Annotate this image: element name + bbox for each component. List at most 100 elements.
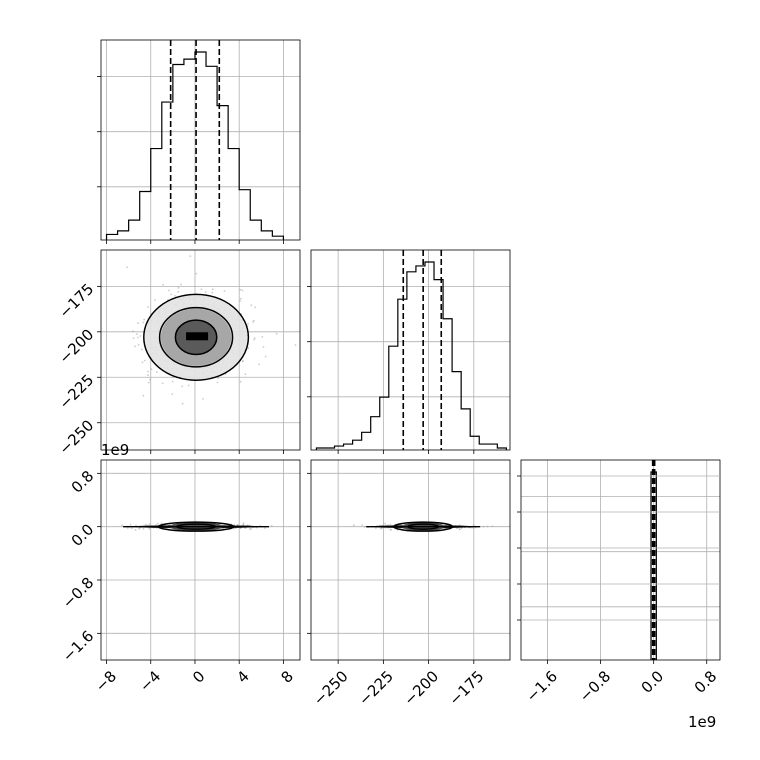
x-tick-label: −250 <box>310 667 352 709</box>
scatter-panel-32: −250 −225 −200 −175 <box>307 459 511 709</box>
scatter-point <box>250 304 253 307</box>
scatter-point <box>180 283 183 286</box>
scatter-point <box>472 527 475 529</box>
marginal-panel-1 <box>97 39 301 244</box>
y-tick-label: 0.0 <box>68 520 98 550</box>
scatter-point <box>141 361 144 364</box>
scatter-point <box>144 523 147 526</box>
x-tick-label: −4 <box>136 667 164 695</box>
scatter-point <box>232 527 235 530</box>
scatter-point <box>147 370 149 373</box>
scatter-point <box>211 291 214 294</box>
scatter-point <box>170 293 173 296</box>
scatter-point <box>262 346 265 348</box>
scatter-point <box>250 528 253 530</box>
scatter-point <box>129 523 132 526</box>
scatter-point <box>264 527 266 529</box>
x-scale-exponent: 1e9 <box>688 713 716 731</box>
y-tick-label: −225 <box>56 371 98 413</box>
scatter-point <box>491 525 494 528</box>
scatter-point <box>456 527 458 530</box>
scatter-point <box>137 322 139 325</box>
scatter-point <box>200 288 203 291</box>
scatter-point <box>147 306 149 308</box>
scatter-point <box>361 524 363 526</box>
marginal-panel-2 <box>307 249 511 454</box>
y-tick-label: −1.6 <box>59 627 97 665</box>
scatter-point <box>147 381 150 384</box>
scatter-point <box>187 384 190 387</box>
scatter-panel-31: 0.8 0.0 −0.8 −1.6−8 −4 0 4 8 <box>59 459 301 696</box>
contour-level <box>174 319 218 356</box>
histogram-steps <box>315 261 507 450</box>
y-tick-label: −175 <box>56 280 98 322</box>
scatter-point <box>204 291 207 293</box>
scatter-point <box>174 295 176 297</box>
scatter-point <box>458 528 461 530</box>
scatter-point <box>155 523 158 526</box>
scatter-point <box>126 527 129 529</box>
scatter-point <box>142 394 145 397</box>
scatter-point <box>177 290 180 293</box>
scatter-point <box>195 272 198 275</box>
axes-frame <box>100 459 301 661</box>
axes-frame <box>100 39 301 241</box>
marginal-panel-3: −1.6 −0.8 0.0 0.8 <box>517 459 721 706</box>
scatter-point <box>141 348 143 351</box>
scatter-point <box>242 522 245 524</box>
x-tick-label: 0.8 <box>691 667 721 697</box>
scatter-point <box>132 337 135 339</box>
axes-frame <box>520 459 721 661</box>
scatter-point <box>472 524 475 527</box>
scatter-point <box>486 525 489 528</box>
x-tick-label: −1.6 <box>523 667 561 705</box>
scatter-point <box>239 288 242 291</box>
scatter-point <box>143 359 146 362</box>
scatter-point <box>142 321 145 324</box>
scatter-point <box>270 525 273 527</box>
scatter-point <box>134 529 137 531</box>
x-tick-label: 8 <box>278 667 297 686</box>
scatter-point <box>121 524 123 527</box>
scatter-point <box>374 527 377 529</box>
contour-level <box>158 306 234 368</box>
contour-level <box>143 293 250 381</box>
scatter-point <box>181 385 184 388</box>
scatter-point <box>135 333 138 335</box>
y-tick-label: 0.8 <box>68 467 98 497</box>
scatter-point <box>242 360 244 362</box>
scatter-point <box>149 378 151 381</box>
scatter-point <box>384 522 386 525</box>
scatter-point <box>138 528 140 530</box>
axes-frame <box>310 459 511 661</box>
scatter-point <box>352 524 355 527</box>
scatter-point <box>294 344 297 346</box>
scatter-point <box>241 289 244 292</box>
scatter-point <box>258 363 260 366</box>
scatter-panel-21: −175−200−225−250 <box>56 249 301 458</box>
scatter-point <box>189 255 192 257</box>
scatter-point <box>216 381 219 384</box>
scatter-point <box>239 300 242 302</box>
scatter-point <box>155 371 158 374</box>
x-tick-label: 0 <box>189 667 208 686</box>
scatter-point <box>482 525 485 528</box>
scatter-point <box>252 321 255 323</box>
scatter-point <box>143 318 146 321</box>
scatter-point <box>142 527 145 530</box>
x-tick-label: −175 <box>446 667 488 709</box>
scatter-point <box>181 402 184 405</box>
scatter-point <box>136 336 139 339</box>
x-tick-label: −8 <box>92 667 120 695</box>
y-tick-label: −200 <box>56 325 98 367</box>
x-tick-label: −225 <box>355 667 397 709</box>
scatter-point <box>244 373 247 376</box>
scatter-point <box>239 297 242 300</box>
scatter-point <box>254 306 257 309</box>
scatter-point <box>239 380 242 383</box>
axes-frame <box>100 249 301 451</box>
scatter-point <box>139 335 142 337</box>
scatter-point <box>248 528 251 530</box>
density-peak <box>186 332 209 341</box>
scatter-point <box>134 345 137 348</box>
